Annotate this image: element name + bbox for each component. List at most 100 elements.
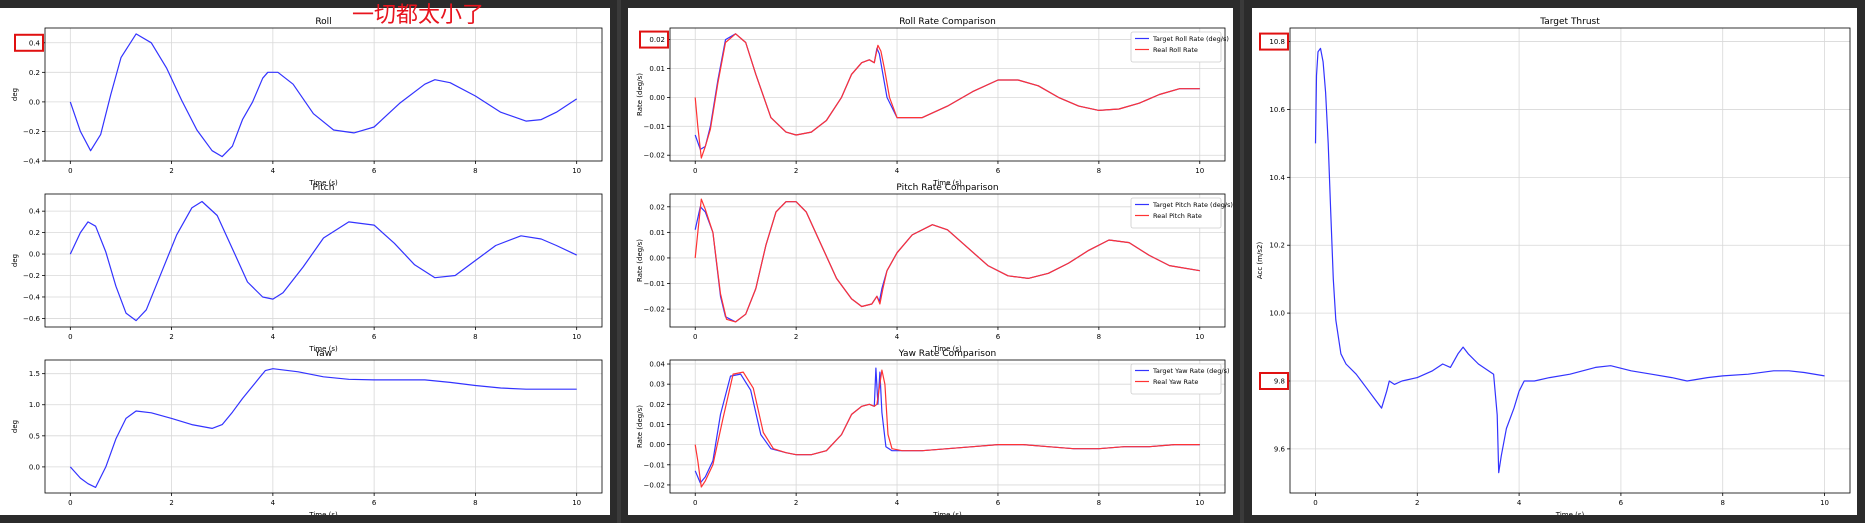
chart-title: Pitch	[313, 183, 335, 193]
series-line-real	[694, 33, 1200, 159]
y-tick-label: −0.2	[23, 272, 40, 280]
x-tick-label: 8	[1097, 499, 1101, 507]
y-axis-label: Rate (deg/s)	[636, 239, 644, 282]
y-tick-label: 0.5	[29, 432, 40, 440]
x-tick-label: 2	[169, 499, 173, 507]
y-tick-label: 0.4	[29, 39, 41, 47]
x-tick-label: 2	[169, 167, 173, 175]
x-axis-label: Time (s)	[308, 511, 338, 515]
y-tick-label: 10.2	[1269, 242, 1285, 250]
legend: Target Pitch Rate (deg/s) Real Pitch Rate	[1130, 197, 1233, 229]
y-tick-label: 0.00	[649, 441, 665, 449]
x-tick-label: 10	[1195, 333, 1204, 341]
y-tick-label: −0.6	[23, 315, 41, 323]
y-tick-label: 0.0	[29, 463, 40, 471]
legend: Target Yaw Rate (deg/s) Real Yaw Rate	[1130, 363, 1230, 395]
y-tick-label: 0.04	[649, 361, 665, 369]
y-tick-label: −0.02	[644, 152, 665, 160]
y-axis-label: deg	[11, 420, 19, 433]
legend-entry: Real Roll Rate	[1153, 46, 1198, 54]
highlight-box	[14, 33, 44, 52]
x-tick-label: 6	[1619, 499, 1624, 507]
x-tick-label: 6	[996, 333, 1001, 341]
highlight-box	[1259, 32, 1289, 51]
legend-entry: Target Yaw Rate (deg/s)	[1152, 367, 1230, 375]
x-tick-label: 10	[572, 333, 581, 341]
x-axis-label: Time (s)	[932, 179, 962, 187]
y-tick-label: 0.01	[649, 229, 665, 237]
x-tick-label: 4	[1517, 499, 1522, 507]
x-tick-label: 4	[895, 499, 900, 507]
series-line-real	[694, 369, 1200, 488]
series-line-target	[69, 33, 578, 158]
x-tick-label: 2	[794, 333, 798, 341]
y-tick-label: 10.6	[1269, 106, 1285, 114]
x-tick-label: 10	[1195, 167, 1204, 175]
thrust-chart: 0 2 4 6 8 10 9.6 9.8 10.0 10.2 10.4 10.6 10.8 Target …	[1256, 17, 1851, 519]
x-tick-label: 10	[1195, 499, 1204, 507]
y-axis-label: Rate (deg/s)	[636, 73, 644, 116]
y-tick-label: 9.8	[1274, 377, 1285, 385]
y-tick-label: 0.00	[649, 254, 665, 262]
x-axis-label: Time (s)	[932, 511, 962, 515]
series-line-target	[1314, 47, 1825, 474]
y-tick-label: −0.02	[644, 306, 665, 314]
x-tick-label: 4	[895, 167, 900, 175]
highlight-box	[1259, 371, 1289, 390]
axes-frame	[1289, 27, 1851, 494]
y-tick-label: 0.2	[29, 69, 40, 77]
x-tick-label: 8	[1720, 499, 1724, 507]
y-axis-label: deg	[11, 88, 19, 101]
chart-title: Roll Rate Comparison	[899, 17, 996, 27]
rates-figure: 0 2 4 6 8 10 −0.02 −0.01 0.00 0.01 0.02 Roll Rate C…	[636, 17, 1233, 519]
y-tick-label: 1.5	[29, 370, 40, 378]
axes-frame	[669, 193, 1226, 328]
y-tick-label: 10.0	[1269, 310, 1285, 318]
y-tick-label: 1.0	[29, 401, 40, 409]
pitch-rate-chart: 0 2 4 6 8 10 −0.02 −0.01 0.00 0.01 0.02 Pitch Rate …	[636, 183, 1233, 353]
y-tick-label: 0.01	[649, 65, 665, 73]
thrust-figure: 0 2 4 6 8 10 9.6 9.8 10.0 10.2 10.4 10.6 10.8 Target …	[1256, 17, 1851, 519]
chart-title: Yaw	[314, 349, 332, 359]
legend-entry: Target Roll Rate (deg/s)	[1152, 35, 1229, 43]
axes-frame	[669, 27, 1226, 162]
y-tick-label: 0.02	[649, 401, 665, 409]
y-tick-label: −0.01	[644, 461, 665, 469]
axes-frame	[44, 27, 603, 162]
chart-title: Roll	[315, 17, 331, 27]
annotation-note: 一切都太小了	[352, 3, 485, 28]
x-tick-label: 10	[572, 499, 581, 507]
panel-thrust: 0 2 4 6 8 10 9.6 9.8 10.0 10.2 10.4 10.6 10.8 Target …	[1252, 8, 1857, 519]
y-tick-label: −0.4	[23, 158, 41, 166]
panel-divider	[617, 0, 621, 523]
y-axis-label: deg	[11, 254, 19, 267]
y-tick-label: 0.00	[649, 94, 665, 102]
x-tick-label: 4	[271, 167, 276, 175]
y-tick-label: 0.4	[29, 208, 41, 216]
series-line-target	[69, 200, 577, 322]
legend-box	[1130, 363, 1222, 395]
x-axis-label: Time (s)	[1555, 511, 1585, 515]
x-tick-label: 0	[68, 499, 72, 507]
x-tick-label: 4	[271, 333, 276, 341]
x-tick-label: 2	[794, 167, 798, 175]
y-tick-label: 0.0	[29, 98, 40, 106]
roll-chart: 0 2 4 6 8 10 −0.4 −0.2 0.0 0.2 0.4 Roll Time (s) deg	[11, 17, 603, 187]
y-tick-label: 10.8	[1269, 38, 1285, 46]
panel-divider	[1240, 0, 1244, 523]
chart-title: Pitch Rate Comparison	[896, 183, 998, 193]
y-tick-label: 0.01	[649, 421, 665, 429]
x-tick-label: 2	[794, 499, 798, 507]
series-line-target	[69, 368, 577, 488]
x-tick-label: 0	[693, 333, 697, 341]
axes-frame	[669, 359, 1226, 494]
x-tick-label: 0	[68, 333, 72, 341]
x-tick-label: 4	[895, 333, 900, 341]
legend-entry: Target Pitch Rate (deg/s)	[1152, 201, 1233, 209]
y-tick-label: −0.4	[23, 293, 41, 301]
panel-rates: 0 2 4 6 8 10 −0.02 −0.01 0.00 0.01 0.02 Roll Rate C…	[628, 8, 1233, 519]
series-line-real	[694, 198, 1200, 323]
y-tick-label: 9.6	[1274, 445, 1286, 453]
x-axis-label: Time (s)	[308, 345, 338, 353]
